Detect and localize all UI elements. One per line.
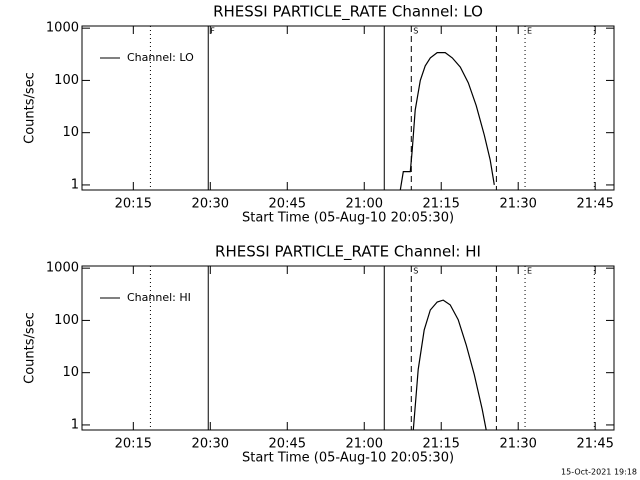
marker-label: F <box>210 27 215 36</box>
y-tick-label: 1 <box>71 417 79 432</box>
y-axis-label: Counts/sec <box>23 72 38 144</box>
y-tick-label: 1 <box>71 177 79 192</box>
x-tick-label: 20:45 <box>269 437 306 452</box>
x-tick-label: 20:15 <box>115 197 152 212</box>
x-tick-label: 20:30 <box>192 437 229 452</box>
y-tick-label: 1000 <box>46 21 79 36</box>
x-tick-label: 21:00 <box>346 437 383 452</box>
marker-label: E <box>527 27 532 36</box>
x-axis-label: Start Time (05-Aug-10 20:05:30) <box>242 451 454 466</box>
y-axis-label: Counts/sec <box>23 312 38 384</box>
marker-label: S <box>413 27 418 36</box>
legend-label: Channel: LO <box>127 51 194 64</box>
x-axis-label: Start Time (05-Aug-10 20:05:30) <box>242 211 454 226</box>
x-tick-label: 21:45 <box>576 437 613 452</box>
x-tick-label: 21:00 <box>346 197 383 212</box>
legend-label: Channel: HI <box>127 291 191 304</box>
data-line <box>399 52 495 190</box>
x-tick-label: 20:15 <box>115 437 152 452</box>
y-tick-label: 1000 <box>46 261 79 276</box>
plot-frame <box>81 265 615 431</box>
x-tick-label: 21:30 <box>499 437 536 452</box>
marker-label: E <box>527 267 532 276</box>
chart-title: RHESSI PARTICLE_RATE Channel: HI <box>215 243 481 262</box>
data-line <box>412 299 487 430</box>
x-tick-label: 20:30 <box>192 197 229 212</box>
chart-title: RHESSI PARTICLE_RATE Channel: LO <box>213 3 483 22</box>
plot-frame <box>81 25 615 191</box>
x-tick-label: 21:30 <box>499 197 536 212</box>
x-tick-label: 21:15 <box>422 437 459 452</box>
x-tick-label: 21:15 <box>422 197 459 212</box>
footer: 15-Oct-2021 19:18 <box>561 468 637 477</box>
y-tick-label: 100 <box>54 313 79 328</box>
y-tick-label: 10 <box>62 125 79 140</box>
x-tick-label: 20:45 <box>269 197 306 212</box>
y-tick-label: 100 <box>54 73 79 88</box>
y-tick-label: 10 <box>62 365 79 380</box>
x-tick-label: 21:45 <box>576 197 613 212</box>
marker-label: S <box>413 267 418 276</box>
